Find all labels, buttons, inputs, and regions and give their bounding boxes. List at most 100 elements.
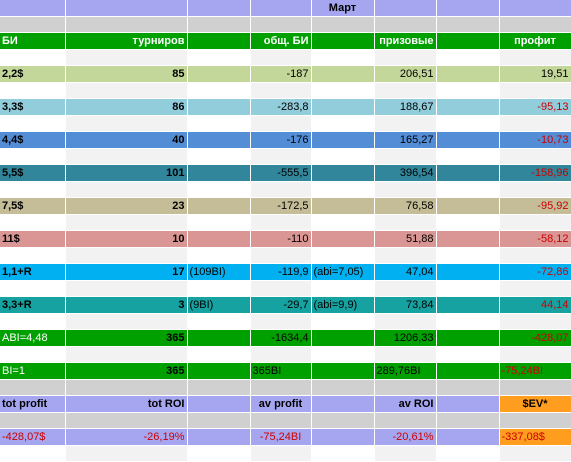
empty-cell[interactable]: [311, 16, 375, 33]
empty-cell[interactable]: [374, 247, 437, 264]
empty-cell[interactable]: [250, 115, 312, 132]
empty-cell[interactable]: [187, 428, 251, 446]
bi-cell[interactable]: 3,3+R: [0, 296, 66, 314]
column-header-0[interactable]: БИ: [0, 32, 66, 50]
empty-cell[interactable]: [436, 362, 500, 380]
total-cell[interactable]: -110: [250, 230, 312, 248]
empty-cell[interactable]: [311, 247, 375, 264]
empty-cell[interactable]: [65, 247, 188, 264]
empty-cell[interactable]: [0, 214, 66, 231]
empty-cell[interactable]: [0, 247, 66, 264]
empty-cell[interactable]: [499, 379, 571, 396]
header-cell[interactable]: [499, 0, 571, 17]
prize-cell[interactable]: 47,04: [374, 263, 437, 281]
empty-cell[interactable]: [436, 313, 500, 330]
empty-cell[interactable]: [311, 148, 375, 165]
empty-cell[interactable]: [0, 313, 66, 330]
note-cell[interactable]: [187, 164, 251, 182]
empty-cell[interactable]: [436, 346, 500, 363]
empty-cell[interactable]: [311, 82, 375, 99]
empty-cell[interactable]: [374, 379, 437, 396]
empty-cell[interactable]: [0, 49, 66, 66]
empty-cell[interactable]: [65, 181, 188, 198]
empty-cell[interactable]: [187, 148, 251, 165]
empty-cell[interactable]: [436, 395, 500, 413]
empty-cell[interactable]: [499, 181, 571, 198]
av-roi-label[interactable]: av ROI: [374, 395, 437, 413]
empty-cell[interactable]: [436, 280, 500, 297]
prize-cell[interactable]: 188,67: [374, 98, 437, 116]
note-cell[interactable]: [187, 230, 251, 248]
empty-cell[interactable]: [0, 148, 66, 165]
empty-cell[interactable]: [374, 313, 437, 330]
ev-label[interactable]: $EV*: [499, 395, 571, 413]
empty-cell[interactable]: [0, 82, 66, 99]
note-cell[interactable]: [187, 197, 251, 215]
empty-cell[interactable]: [187, 247, 251, 264]
bi-cell[interactable]: 1,1+R: [0, 263, 66, 281]
abi-profit[interactable]: -428,07: [499, 329, 571, 347]
empty-cell[interactable]: [436, 263, 500, 281]
column-header-6[interactable]: [436, 32, 500, 50]
tot-roi-value[interactable]: -26,19%: [65, 428, 188, 446]
empty-cell[interactable]: [250, 82, 312, 99]
empty-cell[interactable]: [374, 148, 437, 165]
empty-cell[interactable]: [436, 428, 500, 446]
empty-cell[interactable]: [0, 181, 66, 198]
header-cell[interactable]: [0, 0, 66, 17]
empty-cell[interactable]: [436, 164, 500, 182]
empty-cell[interactable]: [65, 214, 188, 231]
empty-cell[interactable]: [250, 445, 312, 462]
abi-total[interactable]: -1634,4: [250, 329, 312, 347]
ev-value[interactable]: -337,08$: [499, 428, 571, 446]
empty-cell[interactable]: [65, 115, 188, 132]
empty-cell[interactable]: [0, 346, 66, 363]
empty-cell[interactable]: [499, 247, 571, 264]
empty-cell[interactable]: [187, 16, 251, 33]
empty-cell[interactable]: [250, 412, 312, 429]
empty-cell[interactable]: [311, 329, 375, 347]
empty-cell[interactable]: [499, 148, 571, 165]
bi-prize[interactable]: 289,76BI: [374, 362, 437, 380]
bi-cell[interactable]: 4,4$: [0, 131, 66, 149]
empty-cell[interactable]: [187, 395, 251, 413]
bi-cell[interactable]: 11$: [0, 230, 66, 248]
empty-cell[interactable]: [187, 280, 251, 297]
empty-cell[interactable]: [187, 82, 251, 99]
empty-cell[interactable]: [311, 395, 375, 413]
bi-count[interactable]: 365: [65, 362, 188, 380]
total-cell[interactable]: -283,8: [250, 98, 312, 116]
empty-cell[interactable]: [374, 16, 437, 33]
empty-cell[interactable]: [187, 49, 251, 66]
empty-cell[interactable]: [499, 346, 571, 363]
av-profit-label[interactable]: av profit: [250, 395, 312, 413]
empty-cell[interactable]: [436, 247, 500, 264]
empty-cell[interactable]: [65, 49, 188, 66]
empty-cell[interactable]: [311, 445, 375, 462]
empty-cell[interactable]: [0, 445, 66, 462]
prize-cell[interactable]: 165,27: [374, 131, 437, 149]
empty-cell[interactable]: [436, 329, 500, 347]
empty-cell[interactable]: [374, 280, 437, 297]
empty-cell[interactable]: [499, 214, 571, 231]
note-cell[interactable]: (abi=9,9): [311, 296, 375, 314]
empty-cell[interactable]: [250, 16, 312, 33]
empty-cell[interactable]: [65, 346, 188, 363]
empty-cell[interactable]: [374, 445, 437, 462]
empty-cell[interactable]: [250, 346, 312, 363]
header-cell[interactable]: [250, 0, 312, 17]
empty-cell[interactable]: [499, 16, 571, 33]
empty-cell[interactable]: [0, 16, 66, 33]
empty-cell[interactable]: [0, 280, 66, 297]
empty-cell[interactable]: [436, 82, 500, 99]
av-profit-value[interactable]: -75,24BI: [250, 428, 312, 446]
prize-cell[interactable]: 73,84: [374, 296, 437, 314]
header-cell[interactable]: [374, 0, 437, 17]
empty-cell[interactable]: [187, 313, 251, 330]
empty-cell[interactable]: [374, 214, 437, 231]
bi-cell[interactable]: 5,5$: [0, 164, 66, 182]
empty-cell[interactable]: [250, 247, 312, 264]
empty-cell[interactable]: [374, 181, 437, 198]
empty-cell[interactable]: [311, 115, 375, 132]
column-header-3[interactable]: общ. БИ: [250, 32, 312, 50]
